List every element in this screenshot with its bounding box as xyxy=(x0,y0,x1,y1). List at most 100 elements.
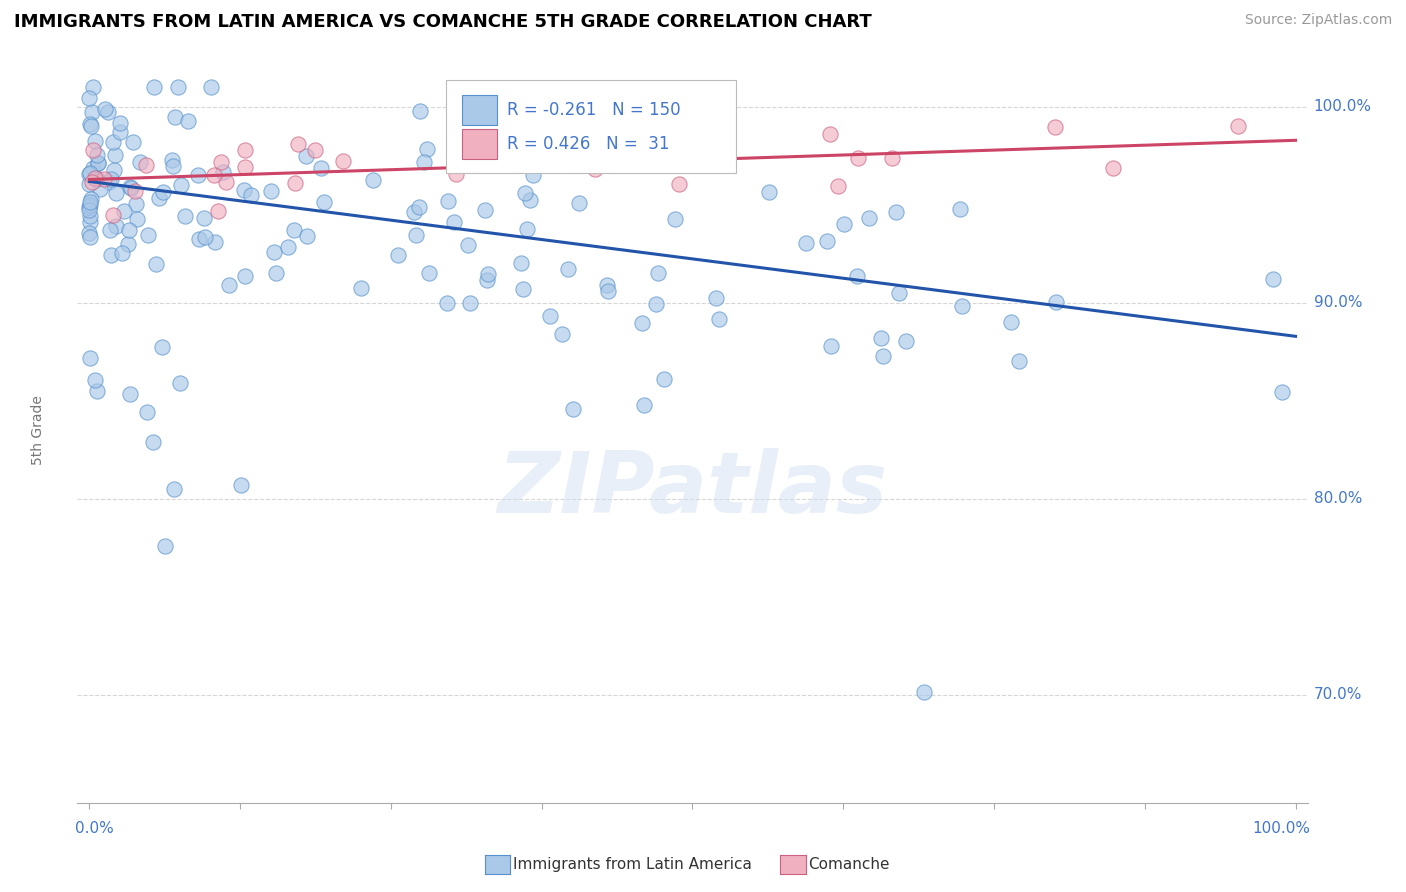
Point xyxy=(104,148,127,162)
Point xyxy=(169,376,191,390)
Point xyxy=(482,151,505,165)
Point xyxy=(889,285,911,300)
Point xyxy=(233,160,256,174)
Point xyxy=(610,148,633,162)
Point xyxy=(79,117,101,131)
Point xyxy=(596,284,619,298)
Point xyxy=(145,257,167,271)
Point xyxy=(79,166,101,180)
Point xyxy=(215,175,238,189)
Point xyxy=(645,296,668,310)
Point xyxy=(818,127,841,141)
Point xyxy=(884,205,907,219)
Point xyxy=(169,178,191,193)
Point xyxy=(79,351,101,365)
Text: Immigrants from Latin America: Immigrants from Latin America xyxy=(513,857,752,871)
Point xyxy=(596,278,619,293)
Point xyxy=(870,331,893,345)
Point xyxy=(112,204,135,219)
Point xyxy=(332,153,354,168)
Point xyxy=(148,191,170,205)
Point xyxy=(142,434,165,449)
Point xyxy=(846,151,869,165)
Text: 70.0%: 70.0% xyxy=(1313,688,1362,703)
Point xyxy=(758,185,780,199)
Point xyxy=(538,310,561,324)
Point xyxy=(458,296,481,310)
Point xyxy=(135,158,157,172)
Point xyxy=(79,167,101,181)
Point xyxy=(125,197,148,211)
Point xyxy=(79,198,101,212)
Point xyxy=(128,155,150,169)
Point xyxy=(233,183,256,197)
Point xyxy=(194,230,217,244)
Point xyxy=(79,230,101,244)
Point xyxy=(519,194,541,208)
Point xyxy=(551,326,574,341)
Point xyxy=(1271,384,1294,399)
Point xyxy=(118,180,141,194)
Point xyxy=(794,236,817,251)
Point xyxy=(260,184,283,198)
Point xyxy=(160,153,183,167)
Point xyxy=(100,248,122,262)
Point xyxy=(304,143,326,157)
Point xyxy=(827,179,849,194)
Point xyxy=(80,192,103,206)
Point xyxy=(118,223,141,237)
Point xyxy=(79,119,101,133)
Point xyxy=(477,267,499,281)
Point xyxy=(815,234,838,248)
Point xyxy=(409,103,432,118)
Point xyxy=(138,227,160,242)
Point xyxy=(163,110,186,124)
Point xyxy=(86,172,108,186)
Point xyxy=(363,172,385,186)
Point xyxy=(350,281,373,295)
Point xyxy=(162,160,184,174)
Point xyxy=(125,211,148,226)
Point xyxy=(287,137,309,152)
Point xyxy=(101,208,124,222)
Point xyxy=(846,268,869,283)
Point xyxy=(83,171,105,186)
Point xyxy=(1045,294,1067,309)
Point xyxy=(405,227,427,242)
Point xyxy=(83,372,105,386)
Point xyxy=(412,154,434,169)
Text: 0.0%: 0.0% xyxy=(75,822,114,837)
Text: Source: ZipAtlas.com: Source: ZipAtlas.com xyxy=(1244,13,1392,28)
Point xyxy=(633,398,655,412)
Point xyxy=(118,387,141,401)
Point xyxy=(568,196,591,211)
Point xyxy=(93,171,115,186)
Point xyxy=(207,203,229,218)
Point xyxy=(79,203,101,218)
Point xyxy=(98,175,121,189)
Point xyxy=(89,182,111,196)
Point xyxy=(120,181,142,195)
Point xyxy=(263,245,285,260)
Point xyxy=(86,148,108,162)
FancyBboxPatch shape xyxy=(447,80,735,173)
Text: 100.0%: 100.0% xyxy=(1251,822,1310,837)
Bar xyxy=(463,95,496,125)
Text: R = -0.261   N = 150: R = -0.261 N = 150 xyxy=(506,101,681,120)
Point xyxy=(522,169,544,183)
Point xyxy=(283,176,305,190)
Point xyxy=(416,142,439,156)
Point xyxy=(174,209,197,223)
Point xyxy=(79,209,101,223)
Point xyxy=(103,135,125,149)
Point xyxy=(152,185,174,199)
Point xyxy=(233,269,256,284)
Point xyxy=(82,105,104,120)
Point xyxy=(513,186,536,200)
Point xyxy=(1227,119,1250,133)
Point xyxy=(87,156,110,170)
Point xyxy=(135,405,157,419)
Point xyxy=(408,200,430,214)
Point xyxy=(437,194,460,208)
Point xyxy=(630,316,652,330)
